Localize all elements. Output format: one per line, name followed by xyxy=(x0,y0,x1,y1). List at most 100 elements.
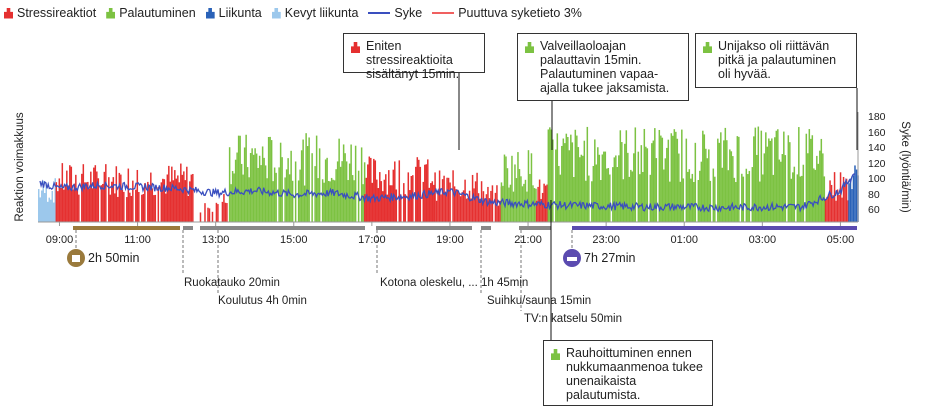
bar-recovery xyxy=(363,162,366,222)
bar-stress xyxy=(117,196,119,222)
bar-stress xyxy=(470,198,472,222)
bar-recovery xyxy=(708,149,710,222)
bar-stress xyxy=(162,178,164,222)
bar-icon xyxy=(106,7,116,19)
callout-text: Rauhoittuminen ennen nukkumaanmenoa tuke… xyxy=(566,346,703,402)
bar-recovery xyxy=(820,138,823,222)
bar-recovery xyxy=(532,185,534,222)
bar-recovery xyxy=(582,155,584,222)
bar-stress xyxy=(540,198,542,222)
bar-stress xyxy=(78,194,80,222)
legend-label: Palautuminen xyxy=(119,6,196,20)
bar-recovery xyxy=(807,153,809,222)
bar-stress xyxy=(96,171,98,222)
bar-recovery xyxy=(345,161,348,222)
bar-stress xyxy=(459,196,462,222)
bar-light xyxy=(50,199,52,222)
bar-stress xyxy=(485,194,488,222)
bar-recovery xyxy=(502,185,504,222)
bar-recovery xyxy=(814,169,817,222)
x-tick-label: 23:00 xyxy=(592,234,620,246)
bar-stress xyxy=(403,183,405,222)
x-tick-label: 21:00 xyxy=(514,234,542,246)
bar-stress xyxy=(839,172,842,222)
bar-stress xyxy=(383,179,386,222)
bar-recovery xyxy=(236,152,238,222)
bar-recovery xyxy=(527,150,530,222)
bar-recovery xyxy=(577,147,580,222)
bar-stress xyxy=(148,185,151,222)
bar-stress xyxy=(480,181,483,222)
bar-recovery xyxy=(290,150,292,222)
bar-stress xyxy=(447,177,450,222)
bar-recovery xyxy=(702,130,704,222)
bar-recovery xyxy=(552,139,554,222)
bar-stress xyxy=(847,200,849,222)
bar-recovery xyxy=(658,129,661,222)
bar-recovery xyxy=(597,147,599,222)
recovery-icon xyxy=(525,42,534,53)
bar-recovery xyxy=(520,176,522,222)
bar-recovery xyxy=(333,180,336,222)
bar-stress xyxy=(364,194,366,222)
legend-item[interactable]: Stressireaktiot xyxy=(4,6,96,20)
bar-recovery xyxy=(759,181,761,222)
bar-recovery xyxy=(231,170,234,222)
bar-recovery xyxy=(655,158,658,222)
bar-stress xyxy=(171,166,173,222)
bar-stress xyxy=(58,178,61,222)
bar-recovery xyxy=(651,143,653,222)
bar-stress xyxy=(398,160,401,222)
bar-stress xyxy=(377,188,380,222)
bar-recovery xyxy=(672,135,674,222)
bar-stress xyxy=(217,204,219,222)
bar-recovery xyxy=(639,174,641,222)
bar-recovery xyxy=(621,142,623,222)
bar-recovery xyxy=(654,128,656,222)
bar-recovery xyxy=(233,173,235,222)
bar-recovery xyxy=(642,171,644,222)
x-tick-label: 03:00 xyxy=(748,234,777,246)
legend-item[interactable]: Liikunta xyxy=(205,6,262,20)
bar-recovery xyxy=(326,157,328,222)
bar-recovery xyxy=(591,181,593,222)
legend-item[interactable]: Kevyt liikunta xyxy=(271,6,358,20)
x-tick-label: 19:00 xyxy=(436,234,464,246)
bar-stress xyxy=(826,196,828,222)
bar-recovery xyxy=(757,126,760,222)
bar-recovery xyxy=(305,133,307,222)
recovery-icon xyxy=(551,349,560,360)
y2-tick-label: 60 xyxy=(868,204,880,216)
bar-recovery xyxy=(822,153,824,222)
callout-text: Valveillaoloajan palauttavin 15min. Pala… xyxy=(540,39,670,95)
activity-bar xyxy=(481,226,491,230)
bar-recovery xyxy=(248,177,250,222)
bar-stress xyxy=(114,193,116,222)
bar-recovery xyxy=(762,174,764,222)
bar-stress xyxy=(482,191,485,222)
bar-recovery xyxy=(338,138,340,222)
bar-stress xyxy=(97,178,100,222)
bar-stress xyxy=(490,190,492,222)
bar-stress xyxy=(130,195,133,222)
line-icon xyxy=(368,12,391,14)
bar-recovery xyxy=(709,180,712,222)
bar-stress xyxy=(488,198,491,222)
bar-stress xyxy=(435,200,438,222)
bar-stress xyxy=(215,202,218,222)
legend-item[interactable]: Syke xyxy=(368,6,422,20)
bar-recovery xyxy=(682,178,685,222)
bar-recovery xyxy=(732,156,734,222)
bar-recovery xyxy=(712,168,715,222)
bar-recovery xyxy=(598,154,601,222)
bar-recovery xyxy=(619,130,622,222)
bar-stress xyxy=(829,180,831,222)
bar-stress xyxy=(468,190,471,222)
legend-item[interactable]: Palautuminen xyxy=(106,6,196,20)
bar-recovery xyxy=(264,165,267,222)
bar-recovery xyxy=(243,147,246,222)
legend-item[interactable]: Puuttuva syketieto 3% xyxy=(432,6,582,20)
bar-recovery xyxy=(745,168,748,222)
bar-recovery xyxy=(627,152,629,222)
bar-stress xyxy=(76,189,79,222)
